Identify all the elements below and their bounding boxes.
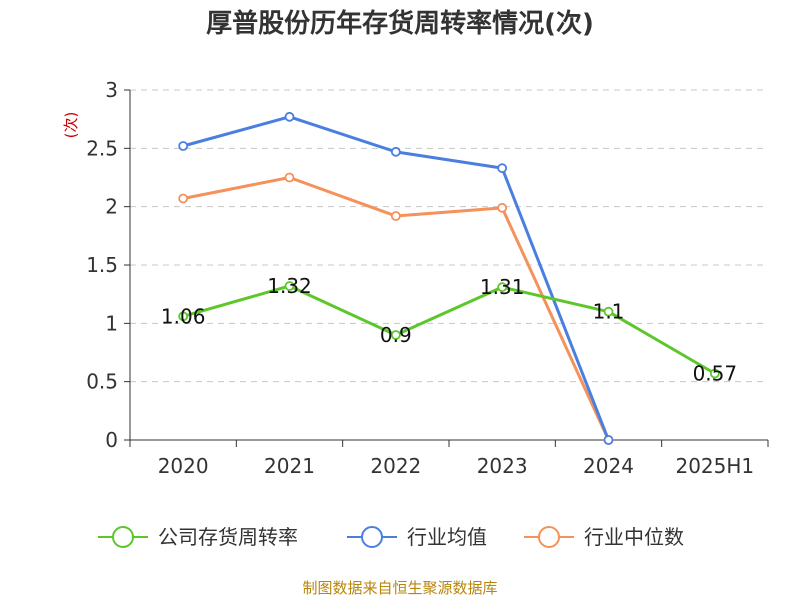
data-point <box>497 163 508 174</box>
series-group <box>178 111 720 445</box>
data-label: 0.57 <box>693 362 738 386</box>
source-note: 制图数据来自恒生聚源数据库 <box>302 579 497 597</box>
axes <box>124 89 769 447</box>
x-tick-label: 2023 <box>477 454 528 478</box>
x-tick-label: 2022 <box>370 454 421 478</box>
data-point <box>284 281 295 291</box>
data-point <box>390 330 401 340</box>
y-tick-label: 3 <box>105 78 118 102</box>
chart-title: 厚普股份历年存货周转率情况(次) <box>206 8 594 39</box>
series-line-0 <box>182 284 716 375</box>
legend-marker <box>361 526 383 548</box>
legend-label: 行业均值 <box>407 525 487 549</box>
data-point <box>603 435 614 445</box>
legend[interactable]: 公司存货周转率 行业均值 行业中位数 <box>98 525 684 549</box>
x-tick-label: 2024 <box>583 454 634 478</box>
data-point <box>284 111 295 122</box>
grid-lines <box>130 89 768 383</box>
data-labels: 1.06 1.32 0.9 1.31 1.1 0.57 <box>161 274 737 386</box>
data-point <box>497 202 508 213</box>
data-label: 0.9 <box>380 323 412 347</box>
y-tick-label: 1 <box>105 311 118 335</box>
data-point <box>178 141 189 151</box>
y-axis-label: (次) <box>62 112 80 139</box>
data-point <box>178 311 189 322</box>
y-tick-label: 2.5 <box>86 136 118 160</box>
data-point <box>390 211 401 221</box>
tick-labels: 0 0.5 1 1.5 2 2.5 3 2020 2021 2022 2023 2024 2025H1 <box>86 78 754 478</box>
data-label: 1.31 <box>480 275 525 299</box>
x-tick-label: 2020 <box>158 454 209 478</box>
data-point <box>709 368 720 379</box>
legend-marker <box>538 526 560 548</box>
legend-label: 公司存货周转率 <box>158 525 298 549</box>
legend-label: 行业中位数 <box>584 525 684 549</box>
x-tick-label: 2021 <box>264 454 315 478</box>
y-tick-label: 0 <box>105 428 118 452</box>
data-point <box>284 172 295 183</box>
data-point <box>497 282 508 293</box>
data-point <box>178 193 189 204</box>
y-tick-label: 1.5 <box>86 253 118 277</box>
data-point <box>603 306 614 317</box>
y-tick-label: 2 <box>105 195 118 219</box>
data-label: 1.06 <box>161 304 206 328</box>
data-label: 1.1 <box>593 300 625 324</box>
legend-marker <box>112 526 134 548</box>
data-label: 1.32 <box>267 274 312 298</box>
data-point <box>390 146 401 157</box>
y-tick-label: 0.5 <box>86 370 118 394</box>
x-tick-label: 2025H1 <box>675 454 754 478</box>
series-line-1 <box>182 115 610 441</box>
